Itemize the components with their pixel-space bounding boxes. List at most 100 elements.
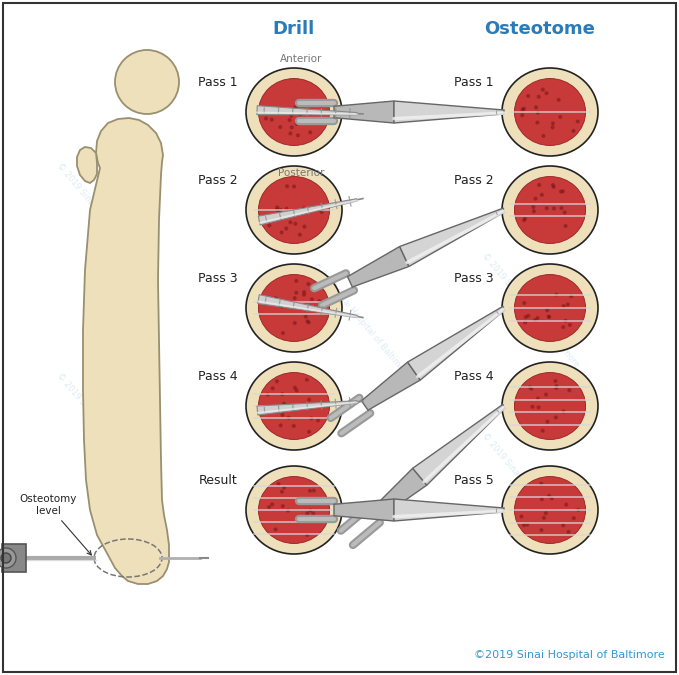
Circle shape bbox=[287, 416, 290, 419]
Circle shape bbox=[265, 117, 268, 120]
Circle shape bbox=[281, 414, 284, 416]
Circle shape bbox=[277, 483, 280, 485]
Circle shape bbox=[281, 393, 284, 396]
Circle shape bbox=[555, 387, 557, 389]
Circle shape bbox=[318, 300, 320, 302]
Text: Pass 1: Pass 1 bbox=[198, 76, 238, 89]
Circle shape bbox=[545, 207, 548, 210]
Circle shape bbox=[551, 497, 553, 500]
Circle shape bbox=[295, 279, 297, 282]
Circle shape bbox=[294, 106, 297, 109]
FancyBboxPatch shape bbox=[2, 544, 26, 572]
Circle shape bbox=[567, 531, 570, 533]
Circle shape bbox=[546, 309, 549, 312]
Circle shape bbox=[572, 130, 575, 132]
Polygon shape bbox=[413, 404, 505, 485]
Circle shape bbox=[115, 50, 179, 114]
Circle shape bbox=[290, 114, 293, 117]
Text: Anterior: Anterior bbox=[280, 54, 323, 64]
Circle shape bbox=[540, 194, 543, 196]
Circle shape bbox=[320, 104, 323, 107]
Circle shape bbox=[303, 294, 306, 296]
Circle shape bbox=[524, 321, 526, 324]
Circle shape bbox=[295, 292, 297, 294]
Circle shape bbox=[534, 197, 537, 200]
Circle shape bbox=[276, 380, 278, 383]
Circle shape bbox=[540, 482, 543, 485]
Polygon shape bbox=[258, 198, 357, 225]
Polygon shape bbox=[257, 106, 357, 115]
Circle shape bbox=[285, 207, 288, 210]
Circle shape bbox=[274, 528, 277, 531]
Ellipse shape bbox=[246, 68, 342, 156]
Polygon shape bbox=[400, 208, 505, 267]
Ellipse shape bbox=[246, 166, 342, 254]
Circle shape bbox=[316, 419, 319, 422]
Circle shape bbox=[562, 304, 565, 308]
Circle shape bbox=[271, 387, 274, 389]
Text: Pass 4: Pass 4 bbox=[454, 370, 494, 383]
Circle shape bbox=[293, 296, 296, 300]
Text: Drill: Drill bbox=[273, 20, 315, 38]
Circle shape bbox=[276, 206, 278, 209]
Polygon shape bbox=[257, 401, 357, 415]
Polygon shape bbox=[394, 101, 504, 123]
Circle shape bbox=[293, 185, 295, 188]
Ellipse shape bbox=[246, 362, 342, 450]
Polygon shape bbox=[258, 295, 357, 317]
Circle shape bbox=[285, 227, 288, 230]
Circle shape bbox=[521, 114, 524, 117]
Circle shape bbox=[564, 211, 566, 214]
Circle shape bbox=[306, 320, 309, 323]
Circle shape bbox=[559, 190, 562, 193]
Circle shape bbox=[524, 217, 526, 220]
Circle shape bbox=[554, 380, 557, 383]
Circle shape bbox=[521, 108, 524, 111]
Ellipse shape bbox=[246, 264, 342, 352]
Ellipse shape bbox=[259, 373, 329, 439]
Circle shape bbox=[312, 489, 315, 492]
Circle shape bbox=[293, 321, 296, 325]
Circle shape bbox=[302, 207, 306, 210]
Circle shape bbox=[281, 505, 285, 508]
Circle shape bbox=[532, 206, 535, 209]
Circle shape bbox=[288, 119, 291, 122]
Circle shape bbox=[279, 209, 282, 211]
Ellipse shape bbox=[515, 477, 585, 543]
Circle shape bbox=[541, 429, 544, 432]
Circle shape bbox=[268, 224, 271, 227]
Circle shape bbox=[306, 379, 308, 381]
Circle shape bbox=[523, 219, 526, 221]
Ellipse shape bbox=[502, 362, 598, 450]
Ellipse shape bbox=[502, 466, 598, 554]
Circle shape bbox=[266, 393, 269, 396]
Text: © 2019 Sinai Hospital of Baltimore: © 2019 Sinai Hospital of Baltimore bbox=[54, 371, 155, 489]
Circle shape bbox=[289, 132, 292, 135]
Circle shape bbox=[312, 512, 314, 515]
Circle shape bbox=[293, 386, 296, 389]
Circle shape bbox=[282, 331, 285, 335]
Circle shape bbox=[543, 516, 545, 519]
Text: Pass 3: Pass 3 bbox=[198, 272, 238, 285]
Circle shape bbox=[295, 122, 298, 125]
Text: Osteotome: Osteotome bbox=[485, 20, 595, 38]
Circle shape bbox=[310, 417, 313, 420]
Circle shape bbox=[291, 126, 293, 129]
Circle shape bbox=[547, 315, 550, 318]
Circle shape bbox=[552, 186, 555, 188]
Circle shape bbox=[306, 512, 309, 515]
Circle shape bbox=[537, 95, 540, 98]
Circle shape bbox=[564, 319, 567, 322]
Circle shape bbox=[310, 298, 313, 301]
Circle shape bbox=[308, 489, 312, 492]
Text: ©2019 Sinai Hospital of Baltimore: ©2019 Sinai Hospital of Baltimore bbox=[474, 650, 665, 660]
Circle shape bbox=[1, 553, 11, 563]
Circle shape bbox=[523, 302, 526, 304]
Circle shape bbox=[277, 211, 280, 214]
Polygon shape bbox=[394, 499, 504, 521]
Circle shape bbox=[280, 490, 283, 493]
Circle shape bbox=[553, 207, 555, 210]
Circle shape bbox=[308, 321, 310, 324]
Polygon shape bbox=[334, 499, 394, 521]
Circle shape bbox=[555, 385, 558, 387]
